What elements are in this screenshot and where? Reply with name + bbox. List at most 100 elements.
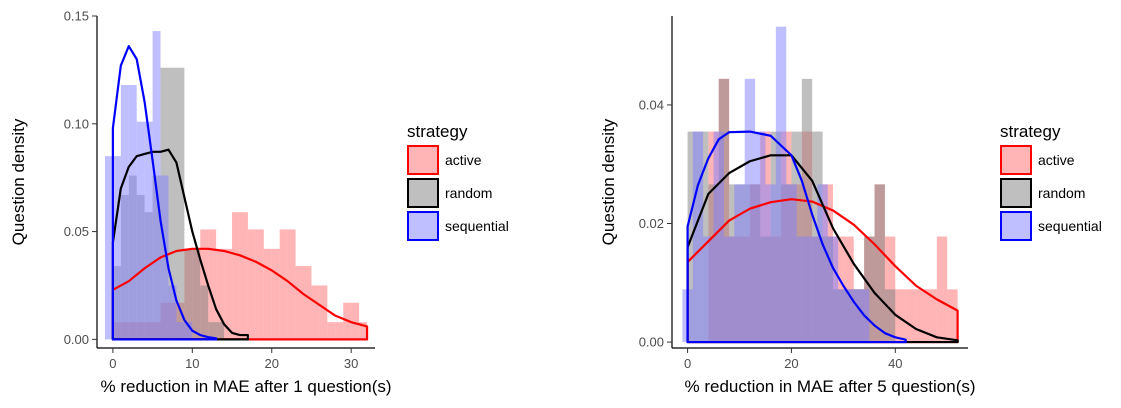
sequential-bar	[775, 26, 787, 343]
active-bar	[311, 285, 320, 340]
x-tick-label: 0	[684, 356, 691, 371]
active-bar	[279, 229, 288, 340]
sequential-bar	[184, 322, 193, 340]
sequential-bar	[144, 121, 153, 340]
active-legend-key	[1000, 145, 1032, 175]
active-bar	[359, 322, 368, 340]
y-axis-title: Question density	[9, 118, 28, 245]
random-bar	[200, 285, 209, 340]
random-legend-label: random	[1038, 185, 1085, 201]
x-tick-label: 30	[344, 356, 358, 371]
active-density-line	[686, 198, 959, 344]
y-axis-title: Question density	[599, 118, 618, 245]
chart-panel-1: 0 10 20 30 0.00 0.05 0.10 0.15 % reduction in MA…	[9, 9, 509, 397]
sequential-density-line	[111, 45, 218, 341]
random-bar	[874, 184, 885, 343]
active-legend-key	[407, 145, 439, 175]
active-bar	[216, 248, 225, 340]
x-tick-label: 20	[265, 356, 279, 371]
sequential-bar	[848, 289, 859, 343]
sequential-legend-key	[1000, 211, 1032, 241]
sequential-bar	[128, 84, 137, 340]
active-bar	[335, 322, 344, 340]
y-tick-label: 0.05	[64, 224, 89, 239]
x-tick-label: 40	[888, 356, 902, 371]
active-legend-label: active	[1038, 152, 1075, 168]
sequential-density-line	[686, 130, 907, 344]
sequential-bar	[160, 175, 169, 340]
active-bar	[351, 302, 360, 340]
sequential-bar	[703, 236, 714, 343]
sequential-bar	[796, 236, 808, 343]
active-bar	[936, 236, 948, 343]
active-legend-label: active	[445, 152, 482, 168]
sequential-bar	[713, 131, 724, 343]
sequential-bar	[734, 184, 745, 343]
active-bar	[295, 266, 304, 340]
random-bar	[801, 78, 813, 343]
sequential-bar	[168, 285, 177, 340]
sequential-bar	[838, 289, 849, 343]
legend-title: strategy	[1000, 122, 1061, 141]
random-density-line	[111, 148, 250, 341]
sequential-bar	[807, 236, 818, 343]
active-bar	[905, 289, 917, 343]
sequential-bar	[112, 156, 121, 340]
sequential-bar	[765, 184, 776, 343]
legend: strategy active random sequential	[407, 122, 509, 241]
active-bar	[916, 289, 927, 343]
legend: strategy active random sequential	[1000, 122, 1102, 241]
sequential-bar	[692, 131, 704, 343]
active-bar	[200, 229, 209, 340]
y-tick-label: 0.02	[639, 216, 664, 231]
random-bar	[184, 248, 193, 340]
random-bar	[884, 289, 896, 343]
chart-panel-2: 0 20 40 0.00 0.02 0.04 % reduction in MAE afte…	[599, 16, 1102, 396]
x-tick-label: 20	[784, 356, 798, 371]
y-tick-label: 0.10	[64, 116, 89, 131]
active-bar	[224, 248, 233, 340]
active-bar	[247, 229, 256, 340]
y-tick-label: 0.00	[64, 332, 89, 347]
random-bar	[176, 67, 185, 340]
active-bar	[263, 248, 272, 340]
active-bar	[303, 266, 312, 340]
active-bar	[271, 248, 280, 340]
active-bar	[947, 289, 958, 343]
sequential-bar	[104, 156, 113, 340]
active-bar	[926, 289, 937, 343]
random-legend-label: random	[445, 185, 492, 201]
sequential-bar	[176, 322, 185, 340]
random-bar	[168, 67, 177, 340]
active-bar	[239, 212, 248, 340]
sequential-bar	[786, 184, 797, 343]
random-bar	[192, 248, 201, 340]
random-bar	[216, 322, 225, 340]
sequential-legend-key	[407, 211, 439, 241]
sequential-bar	[755, 131, 766, 343]
active-density-line	[111, 247, 369, 341]
active-bar	[232, 212, 240, 340]
sequential-bar	[817, 184, 828, 343]
active-bar	[327, 322, 336, 340]
y-tick-label: 0.00	[639, 335, 664, 350]
x-axis-title: % reduction in MAE after 1 question(s)	[100, 377, 391, 396]
x-axis-title: % reduction in MAE after 5 question(s)	[684, 377, 975, 396]
y-tick-label: 0.04	[639, 97, 664, 112]
random-bar	[208, 322, 217, 340]
active-bar	[255, 229, 264, 340]
x-tick-label: 0	[109, 356, 116, 371]
active-bar	[319, 285, 328, 340]
sequential-bar	[723, 236, 735, 343]
sequential-bar	[744, 78, 756, 343]
active-bar	[895, 289, 906, 343]
y-tick-label: 0.15	[64, 9, 89, 24]
sequential-bar	[827, 236, 839, 343]
random-density-line	[686, 154, 959, 344]
random-legend-key	[1000, 178, 1032, 208]
active-bar	[208, 229, 217, 340]
legend-title: strategy	[407, 122, 468, 141]
sequential-legend-label: sequential	[1038, 218, 1102, 234]
sequential-bar	[120, 84, 129, 340]
x-tick-label: 10	[185, 356, 199, 371]
